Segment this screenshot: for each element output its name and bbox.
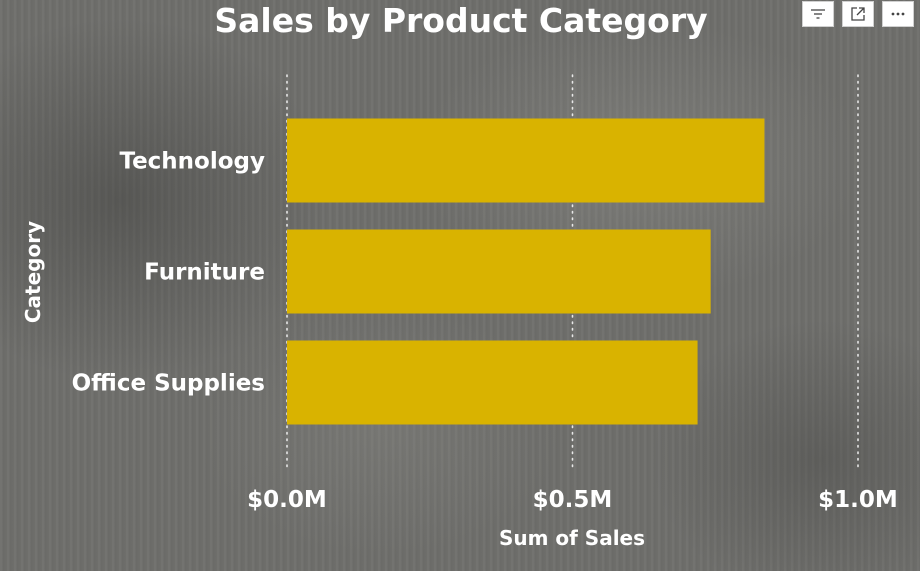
focus-mode-button[interactable] — [842, 1, 874, 27]
y-axis-title: Category — [21, 221, 45, 323]
chart-title: Sales by Product Category — [214, 1, 707, 40]
x-tick-label: $1.0M — [818, 487, 898, 513]
x-tick-label: $0.0M — [247, 487, 327, 513]
x-tick-labels: $0.0M $0.5M $1.0M — [247, 487, 898, 513]
more-options-icon — [891, 12, 905, 16]
category-labels: Technology Furniture Office Supplies — [72, 149, 265, 397]
category-label: Technology — [119, 149, 265, 175]
x-axis-title: Sum of Sales — [499, 526, 645, 550]
bar[interactable] — [287, 229, 711, 314]
bar[interactable] — [287, 340, 698, 425]
bars — [287, 118, 765, 425]
filter-button[interactable] — [802, 1, 834, 27]
filter-icon — [811, 9, 825, 19]
more-options-button[interactable] — [882, 1, 914, 27]
category-label: Furniture — [144, 260, 265, 286]
x-tick-label: $0.5M — [533, 487, 613, 513]
bar[interactable] — [287, 118, 765, 203]
visual-header-toolbar — [802, 1, 914, 27]
category-label: Office Supplies — [72, 371, 265, 397]
focus-mode-icon — [851, 7, 865, 21]
